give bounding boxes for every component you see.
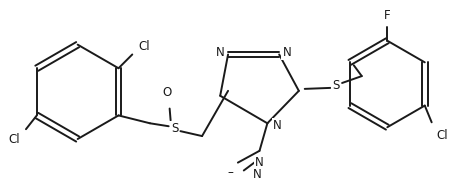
Text: Cl: Cl: [138, 40, 150, 53]
Text: Cl: Cl: [437, 129, 448, 141]
Text: N: N: [255, 156, 264, 169]
Text: S: S: [332, 79, 340, 92]
Text: N: N: [216, 46, 225, 59]
Text: N: N: [283, 46, 291, 59]
Text: S: S: [171, 122, 178, 135]
Text: Cl: Cl: [8, 132, 20, 146]
Text: N: N: [253, 168, 262, 181]
Text: F: F: [384, 9, 391, 22]
Text: N: N: [273, 119, 282, 132]
Text: –: –: [227, 166, 233, 179]
Text: O: O: [162, 86, 171, 99]
